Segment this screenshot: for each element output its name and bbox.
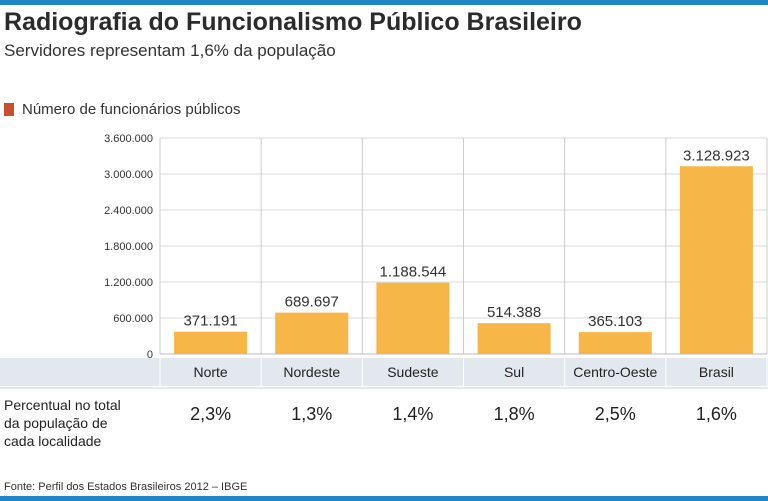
source-note: Fonte: Perfil dos Estados Brasileiros 20… [4,481,248,493]
bar-brasil [679,166,753,354]
percent-row-label: Percentual no total [4,397,121,413]
category-label: Sudeste [387,364,439,380]
bar-norte [174,331,248,354]
legend-swatch [4,103,14,116]
bar-value-label: 3.128.923 [683,147,750,164]
category-label: Sul [504,364,524,380]
y-tick-label: 1.200.000 [104,277,153,289]
percent-label: 1,3% [291,404,332,424]
percent-row-label: cada localidade [4,433,102,449]
bar-value-label: 1.188.544 [380,264,447,281]
y-tick-label: 0 [147,349,153,361]
legend: Número de funcionários públicos [4,101,240,118]
bar-value-label: 365.103 [588,313,642,330]
bar-nordeste [275,312,349,354]
category-label: Brasil [699,364,734,380]
bar-value-label: 371.191 [183,313,237,330]
y-tick-label: 2.400.000 [104,205,153,217]
y-tick-label: 600.000 [113,313,153,325]
bar-sul [477,323,551,354]
category-label: Centro-Oeste [573,364,657,380]
category-band [0,358,768,386]
chart-subtitle: Servidores representam 1,6% da população [4,41,336,60]
percent-label: 2,5% [595,404,636,424]
percent-label: 1,6% [696,404,737,424]
bottom-accent-rule [0,496,768,501]
percent-label: 1,4% [392,404,433,424]
chart-title: Radiografia do Funcionalismo Público Bra… [4,8,582,36]
bar-chart: 0 600.000 1.200.000 1.800.000 2.400.000 3.000… [0,133,768,449]
category-label: Nordeste [283,364,340,380]
bar-centro-oeste [578,332,652,354]
y-tick-label: 3.000.000 [104,169,153,181]
bar-value-label: 514.388 [487,304,541,321]
percent-label: 2,3% [190,404,231,424]
percent-label: 1,8% [494,404,535,424]
top-accent-rule [0,0,768,5]
bar-value-label: 689.697 [285,294,339,311]
category-label: Norte [193,364,227,380]
y-tick-label: 1.800.000 [104,241,153,253]
percent-row-label: da população de [4,415,108,431]
y-tick-label: 3.600.000 [104,133,153,145]
bar-sudeste [376,282,450,354]
legend-label: Número de funcionários públicos [22,101,241,118]
